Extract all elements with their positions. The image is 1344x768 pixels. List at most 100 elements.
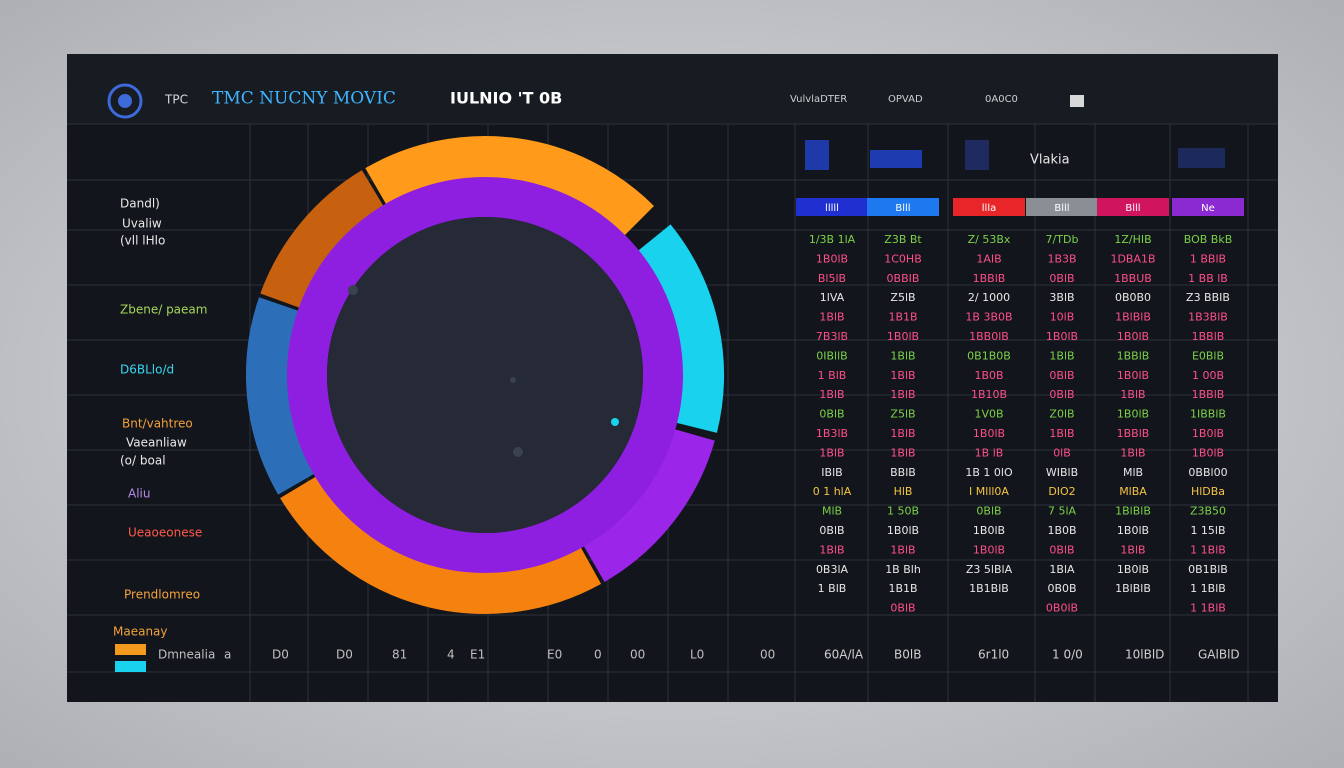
- table-cell: HlDBa: [1191, 485, 1225, 498]
- table-cell: 0BlB: [890, 602, 915, 615]
- column-header[interactable]: [1172, 198, 1244, 216]
- footer-cell: 1 0/0: [1052, 648, 1083, 662]
- side-label: Prendlomreo: [124, 588, 200, 602]
- column-header[interactable]: [867, 198, 939, 216]
- table-cell: 0B1BlB: [1188, 563, 1228, 576]
- table-cell: 1BBlB: [1192, 388, 1225, 401]
- table-cell: 1/3B 1lA: [809, 233, 856, 246]
- footer-cell: B0lB: [894, 648, 921, 662]
- table-cell: 0BlB: [1049, 543, 1074, 556]
- table-cell: Z3 BBIB: [1186, 291, 1230, 304]
- nav-item[interactable]: 0A0C0: [985, 94, 1018, 105]
- table-cell: I Mlll0A: [969, 485, 1009, 498]
- footer-cell: L0: [690, 648, 704, 662]
- table-cell: 1BlB: [890, 349, 915, 362]
- side-label: D6BLlo/d: [120, 363, 174, 377]
- table-cell: 1BlB: [890, 369, 915, 382]
- ring-center: [327, 217, 643, 533]
- tile: [805, 140, 829, 170]
- footer-cell: D0: [272, 648, 289, 662]
- table-cell: 1 00B: [1192, 369, 1224, 382]
- column-header-label: Blll: [1125, 203, 1140, 214]
- table-cell: 0lB: [1053, 446, 1071, 459]
- table-cell: 0BBl00: [1188, 466, 1227, 479]
- table-cell: 1BBUB: [1114, 272, 1152, 285]
- ring-arc: [246, 136, 724, 614]
- table-cell: 1lVA: [820, 291, 845, 304]
- footer-cell: 00: [630, 648, 645, 662]
- dot: [513, 447, 523, 457]
- table-cell: 1BB0lB: [969, 330, 1009, 343]
- table-cell: 0B1B0B: [967, 349, 1011, 362]
- side-label: Ueaoeonese: [128, 526, 202, 540]
- table-cell: 7 5lA: [1048, 505, 1077, 518]
- table-cell: 1 1BlB: [1190, 543, 1226, 556]
- table-cell: 3BlB: [1049, 291, 1074, 304]
- footer-cell: Dmnealia: [158, 648, 215, 662]
- table-top-label: Vlakia: [1030, 153, 1070, 168]
- table-cell: 1BlA: [1049, 563, 1075, 576]
- footer-cell: GAlBlD: [1198, 648, 1240, 662]
- column-header-label: Blll: [895, 203, 910, 214]
- column-header[interactable]: [796, 198, 868, 216]
- table-cell: 0B0lB: [1046, 602, 1078, 615]
- table-cell: 1Z/HIB: [1114, 233, 1151, 246]
- table-cell: Bl5lB: [818, 272, 846, 285]
- table-cell: 1AIB: [976, 252, 1001, 265]
- table-cell: 1B0lB: [816, 252, 848, 265]
- logo[interactable]: [107, 83, 143, 119]
- legend-swatch: [115, 661, 146, 672]
- table-cell: 1B0B: [974, 369, 1003, 382]
- legend-swatch: [115, 644, 146, 655]
- tile: [965, 140, 989, 170]
- table-cell: MlB: [822, 505, 842, 518]
- table-cell: 1B0B: [1047, 524, 1076, 537]
- dot: [611, 418, 619, 426]
- table-cell: 1B lB: [975, 446, 1004, 459]
- column-header[interactable]: [953, 198, 1025, 216]
- table-cell: 1BBlB: [1192, 330, 1225, 343]
- table-cell: BBlB: [890, 466, 916, 479]
- table-cell: 1B3B: [1047, 252, 1076, 265]
- table-cell: Z3 5lBlA: [966, 563, 1013, 576]
- table-cell: E0BlB: [1192, 349, 1224, 362]
- profile-icon[interactable]: [1070, 95, 1084, 107]
- table-cell: WIBlB: [1046, 466, 1078, 479]
- table-cell: 0B3lA: [816, 563, 849, 576]
- table-cell: 1BlB: [890, 388, 915, 401]
- side-label: Zbene/ paeam: [120, 303, 207, 317]
- logo-text: TPC: [164, 93, 188, 107]
- ring-arc: [246, 136, 724, 614]
- ring-arc: [246, 136, 724, 614]
- table-cell: 1B0lB: [1192, 446, 1224, 459]
- footer-cell: E0: [547, 648, 562, 662]
- table-cell: 1BlB: [1049, 427, 1074, 440]
- side-label: Bnt/vahtreo: [122, 417, 193, 431]
- column-header[interactable]: [1026, 198, 1098, 216]
- table-cell: 1 BB lB: [1188, 272, 1228, 285]
- table-cell: 1BBlB: [1117, 349, 1150, 362]
- footer-cell: D0: [336, 648, 353, 662]
- table-cell: 1B1B: [888, 582, 917, 595]
- table-cell: 1B 1 0lO: [965, 466, 1013, 479]
- table-cell: 1B3BlB: [1188, 311, 1228, 324]
- table-cell: 0BlB: [1049, 369, 1074, 382]
- table-cell: 1BlB: [819, 543, 844, 556]
- side-label: Aliu: [128, 487, 150, 501]
- table-cell: Z/ 53Bx: [968, 233, 1011, 246]
- table-cell: 0B0B: [1047, 582, 1076, 595]
- side-label: (vll lHlo: [120, 234, 165, 248]
- table-cell: 7/TDb: [1046, 233, 1079, 246]
- column-header[interactable]: [1097, 198, 1169, 216]
- table-cell: 0BBIB: [887, 272, 920, 285]
- table-cell: 1B1B: [888, 311, 917, 324]
- table-cell: 1B0lB: [1117, 408, 1149, 421]
- footer-cell: E1: [470, 648, 485, 662]
- legend-title: Maeanay: [113, 625, 168, 639]
- table-cell: 7B3lB: [816, 330, 848, 343]
- app-title: TMC NUCNY MOVIC: [212, 89, 396, 109]
- nav-item[interactable]: OPVAD: [888, 94, 923, 105]
- nav-item[interactable]: VulvlaDTER: [790, 94, 847, 105]
